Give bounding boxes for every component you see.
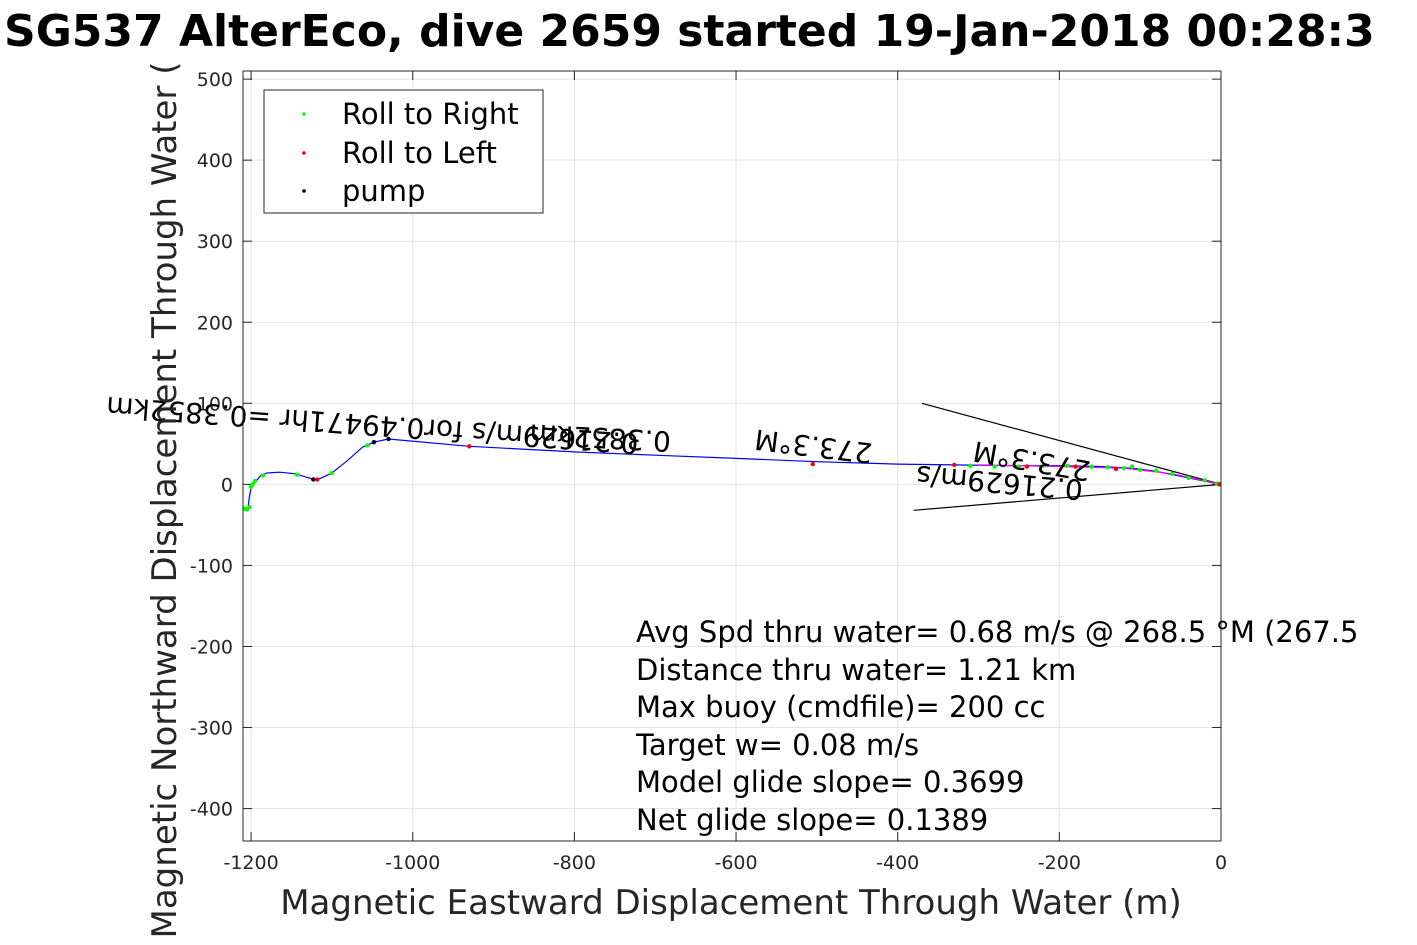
stats-annotations: Avg Spd thru water= 0.68 m/s @ 268.5 °M …: [635, 615, 1358, 837]
x-tick-label: -400: [876, 852, 919, 874]
y-tick-label: -300: [190, 718, 233, 740]
annotation-avg-speed: Avg Spd thru water= 0.68 m/s @ 268.5 °M …: [636, 615, 1358, 649]
roll-left-point: [1113, 466, 1119, 472]
roll-right-point: [968, 463, 973, 468]
pump-point: [386, 436, 391, 442]
y-tick-label: -100: [190, 555, 233, 577]
y-axis-label: Magnetic Northward Displacement Through …: [145, 62, 185, 939]
roll-right-point: [1105, 465, 1111, 470]
roll-right-point: [1089, 464, 1094, 469]
roll-left-point: [1024, 464, 1030, 469]
y-tick-label: 300: [197, 231, 233, 253]
x-axis-label: Magnetic Eastward Displacement Through W…: [280, 883, 1182, 923]
x-tick-label: -800: [553, 852, 596, 874]
legend-box: [263, 89, 544, 214]
legend-label-pump: pump: [342, 174, 425, 208]
current-vector-line: [921, 402, 1222, 485]
x-tick-label: -600: [714, 852, 757, 874]
x-tick-label: -200: [1038, 852, 1081, 874]
legend-label-roll-left: Roll to Left: [342, 136, 497, 170]
roll-right-point: [1154, 468, 1159, 473]
data-points: [242, 436, 1222, 512]
x-tick-label: 0: [1215, 852, 1227, 874]
legend-marker-roll-left: [302, 151, 306, 155]
legend-marker-pump: [302, 189, 306, 193]
annotation-max-buoy: Max buoy (cmdfile)= 200 cc: [636, 690, 1045, 724]
roll-right-point: [329, 470, 335, 476]
roll-right-point: [1065, 463, 1070, 468]
roll-left-point: [810, 461, 816, 467]
legend: Roll to Right Roll to Left pump: [263, 89, 544, 214]
roll-right-point: [242, 506, 247, 511]
vector-lines: [913, 402, 1222, 511]
annotation-distance: Distance thru water= 1.21 km: [636, 653, 1076, 687]
roll-right-point: [1129, 464, 1135, 469]
x-tick-label: -1200: [223, 852, 278, 874]
roll-right-point: [261, 473, 266, 478]
roll-right-point: [1202, 478, 1208, 483]
y-tick-label: 0: [221, 474, 233, 496]
roll-right-point: [294, 472, 300, 477]
legend-marker-roll-right: [302, 112, 306, 116]
roll-left-point: [467, 444, 472, 449]
pump-point: [371, 440, 377, 445]
roll-left-point: [315, 477, 320, 482]
y-tick-label: -200: [190, 636, 233, 658]
y-tick-label: 500: [197, 69, 233, 91]
plot-frame: [242, 70, 1222, 842]
x-tick-label: -1000: [385, 852, 440, 874]
roll-left-point: [1217, 482, 1222, 487]
roll-right-point: [365, 443, 370, 448]
roll-left-point: [952, 462, 957, 468]
roll-right-point: [1016, 464, 1022, 469]
legend-label-roll-right: Roll to Right: [342, 97, 519, 131]
annotation-target-w: Target w= 0.08 m/s: [635, 728, 919, 762]
annotation-model-glide: Model glide slope= 0.3699: [636, 765, 1024, 799]
roll-right-point: [1137, 467, 1143, 472]
y-tick-label: 400: [197, 150, 233, 172]
roll-right-point: [1170, 471, 1175, 477]
roll-left-point: [1073, 464, 1078, 469]
roll-right-point: [1121, 465, 1127, 471]
y-tick-label: -400: [190, 799, 233, 821]
axis-ticks: -1200 -1000 -800 -600 -400 -200 0-400-300-200-…: [190, 69, 1227, 874]
roll-right-point: [1186, 475, 1191, 481]
roll-right-point: [252, 478, 258, 484]
y-tick-label: 200: [197, 312, 233, 334]
roll-right-point: [1040, 463, 1046, 468]
roll-right-point: [248, 484, 254, 489]
annotation-net-glide: Net glide slope= 0.1389: [636, 803, 988, 837]
chart-title: SG537 AlterEco, dive 2659 started 19-Jan…: [4, 6, 1375, 57]
current-vector-line: [913, 483, 1222, 511]
pump-point: [311, 477, 316, 482]
y-tick-label: 100: [197, 393, 233, 415]
vector-label: 0.3852km: [529, 417, 672, 457]
grid-lines: [243, 71, 1222, 841]
roll-right-point: [992, 464, 997, 469]
